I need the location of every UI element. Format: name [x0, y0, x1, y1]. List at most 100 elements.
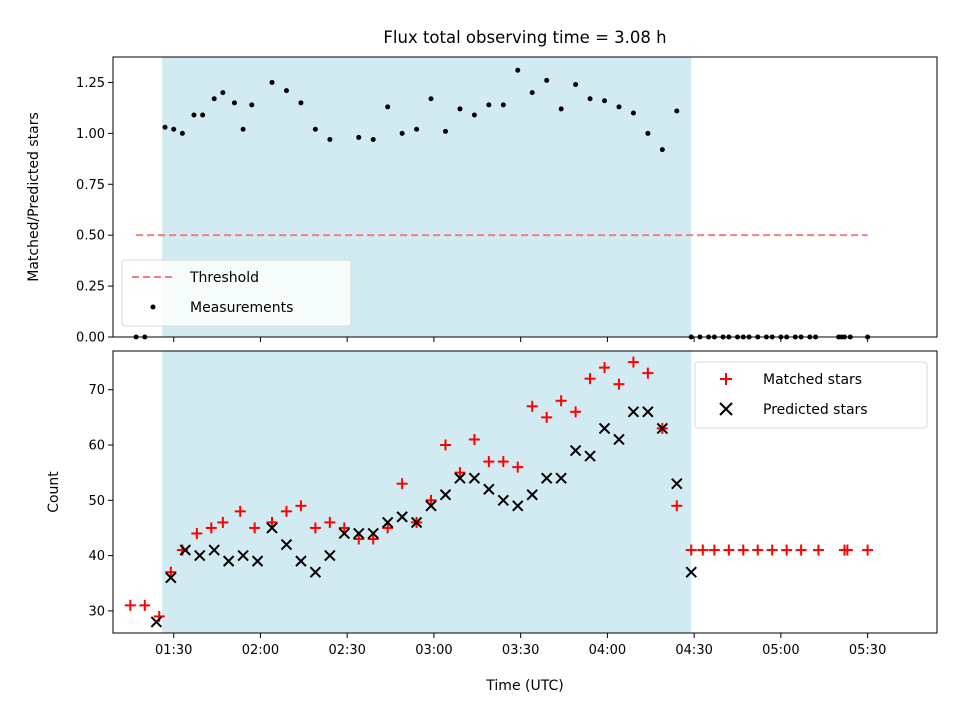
x-tick-label: 03:00	[415, 643, 452, 658]
shaded-span	[162, 351, 692, 633]
predicted-star-point	[208, 544, 220, 556]
matched-star-point	[497, 456, 509, 468]
measurement-point	[558, 106, 564, 112]
matched-star-point	[382, 522, 394, 534]
measurement-point	[659, 147, 665, 153]
predicted-star-point	[410, 516, 423, 529]
predicted-stars-series	[150, 406, 697, 628]
legend-predicted-swatch	[719, 402, 733, 416]
matched-star-point	[555, 395, 567, 407]
measurement-point	[200, 112, 206, 118]
matched-star-point	[483, 456, 495, 468]
measurement-point	[298, 100, 304, 106]
matched-star-point	[862, 544, 874, 556]
matched-star-point	[139, 599, 151, 611]
matched-star-point	[599, 362, 611, 374]
y-axis-ticks: 0.00 0.25 0.50 0.75 1.00 1.25	[76, 76, 113, 346]
predicted-star-point	[569, 444, 582, 457]
matched-star-point	[627, 356, 639, 368]
matched-star-point	[512, 461, 524, 473]
matched-star-point	[541, 411, 553, 423]
x-tick-label: 02:30	[328, 643, 365, 658]
measurement-point	[191, 112, 197, 118]
measurement-point	[602, 98, 608, 104]
measurement-point	[587, 96, 593, 102]
measurement-point	[179, 130, 185, 136]
legend-matched-swatch	[720, 373, 732, 385]
measurement-point	[231, 100, 237, 106]
measurement-point	[240, 126, 246, 132]
predicted-star-point	[483, 483, 495, 495]
matched-star-point	[642, 367, 654, 379]
legend: Threshold Measurements	[121, 259, 352, 327]
predicted-star-point	[526, 489, 538, 501]
chart-title: Flux total observing time = 3.08 h	[383, 28, 666, 47]
x-tick-label: 03:30	[502, 643, 539, 658]
predicted-star-point	[222, 555, 235, 567]
measurement-point	[312, 126, 318, 132]
matched-star-point	[795, 544, 807, 556]
measurement-point	[573, 81, 579, 87]
predicted-star-point	[439, 489, 452, 501]
y-tick-label: 0.50	[76, 229, 105, 244]
measurement-point	[616, 104, 622, 110]
x-tick-label: 05:00	[762, 643, 799, 658]
matched-star-point	[737, 544, 749, 556]
predicted-star-point	[613, 433, 625, 446]
matched-star-point	[708, 544, 720, 556]
matched-star-point	[766, 544, 778, 556]
matched-star-point	[191, 527, 203, 539]
predicted-star-point	[555, 472, 567, 484]
measurement-point	[399, 130, 405, 136]
x-tick-label: 01:30	[155, 643, 192, 658]
bottom-panel: 30 40 50 60 70 01:30 02:00 02:30 03:00 03:30 04:0…	[46, 350, 938, 694]
matched-star-point	[266, 516, 278, 528]
measurement-point	[457, 106, 463, 112]
measurement-point	[283, 88, 289, 94]
matched-star-point	[454, 467, 466, 479]
predicted-star-point	[512, 500, 524, 512]
predicted-star-point	[266, 522, 278, 534]
predicted-star-point	[367, 527, 379, 540]
x-tick-label: 04:30	[675, 643, 712, 658]
predicted-star-point	[324, 549, 336, 562]
y-tick-label: 0.00	[76, 331, 105, 346]
matched-star-point	[584, 373, 596, 385]
matched-star-point	[468, 433, 480, 445]
predicted-star-point	[309, 566, 322, 578]
x-tick-label: 04:00	[589, 643, 626, 658]
measurement-point	[442, 128, 448, 134]
matched-star-point	[841, 544, 853, 556]
plot-frame	[112, 56, 938, 338]
predicted-star-point	[671, 477, 683, 490]
y-tick-label: 50	[88, 494, 105, 509]
matched-star-point	[723, 544, 735, 556]
predicted-star-point	[194, 549, 206, 562]
y-tick-label: 60	[88, 439, 105, 454]
matched-star-point	[425, 494, 437, 506]
y-axis-label: Matched/Predicted stars	[26, 112, 42, 282]
matched-star-point	[439, 439, 451, 451]
predicted-star-point	[338, 527, 351, 540]
matched-star-point	[249, 522, 261, 534]
matched-star-point	[234, 505, 246, 517]
predicted-star-point	[150, 616, 163, 628]
legend-box	[694, 361, 928, 429]
matched-star-point	[280, 505, 292, 517]
matched-star-point	[165, 566, 177, 578]
predicted-star-point	[237, 549, 249, 562]
x-axis-ticks: 01:30 02:00 02:30 03:00 03:30 04:00 04:30 05:00…	[155, 633, 886, 658]
matched-star-point	[671, 500, 683, 512]
predicted-star-point	[295, 555, 307, 567]
y-tick-label: 0.75	[76, 178, 105, 193]
matched-star-point	[396, 478, 408, 490]
measurement-point	[500, 102, 506, 108]
measurement-point	[529, 90, 535, 96]
predicted-star-point	[685, 566, 697, 578]
top-panel: 0.00 0.25 0.50 0.75 1.00 1.25 Flux total obse…	[26, 28, 938, 346]
predicted-star-point	[165, 571, 177, 584]
predicted-star-point	[396, 511, 408, 523]
predicted-star-point	[642, 406, 654, 418]
legend: Matched stars Predicted stars	[694, 361, 928, 429]
